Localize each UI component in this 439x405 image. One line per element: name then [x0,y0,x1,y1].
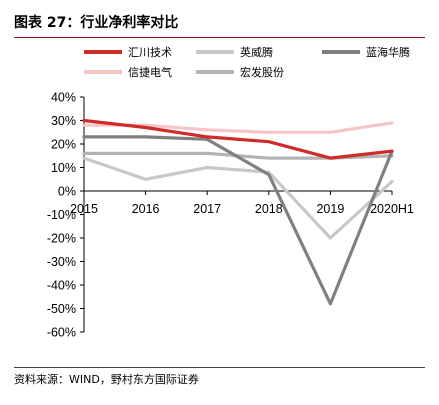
y-tick-label: -60% [47,326,76,340]
legend-swatch-3 [322,50,360,54]
x-tick-label: 2015 [70,202,98,216]
y-tick-label: -30% [47,255,76,269]
legend-swatch-5 [196,70,234,74]
source-rule [14,367,425,368]
legend-item-3: 蓝海华腾 [322,45,410,59]
legend-item-4: 信捷电气 [84,65,172,79]
x-tick-label: 2020H1 [370,202,414,216]
x-tick-label: 2018 [255,202,283,216]
series-line-1 [82,118,394,160]
legend-swatch-2 [196,50,234,54]
legend-item-2: 英威腾 [196,45,273,59]
legend-swatch-1 [84,50,122,54]
legend-item-5: 宏发股份 [196,65,284,79]
y-tick-label: -50% [47,302,76,316]
y-tick-label: -40% [47,279,76,293]
legend-label-5: 宏发股份 [240,66,284,79]
y-tick-label: 10% [51,161,76,175]
source-note: 资料来源：WIND，野村东方国际证券 [14,373,199,386]
y-tick-label: 0% [58,185,76,199]
legend-label-4: 信捷电气 [128,66,172,79]
series-line-2 [82,156,394,240]
chart-title: 图表 27：行业净利率对比 [14,15,179,31]
y-tick-label: -10% [47,208,76,222]
title-rule [14,37,425,38]
legend-label-2: 英威腾 [240,46,273,59]
y-tick-label: -20% [47,232,76,246]
series-line-3 [82,135,394,306]
x-tick-label: 2019 [316,202,344,216]
x-tick-label: 2016 [132,202,160,216]
y-tick-label: 30% [51,114,76,128]
y-tick-label: 20% [51,138,76,152]
y-tick-label: 40% [51,91,76,105]
legend-item-1: 汇川技术 [84,45,172,59]
x-tick-label: 2017 [193,202,221,216]
legend-swatch-4 [84,70,122,74]
legend-label-3: 蓝海华腾 [366,46,410,59]
legend-label-1: 汇川技术 [128,46,172,59]
